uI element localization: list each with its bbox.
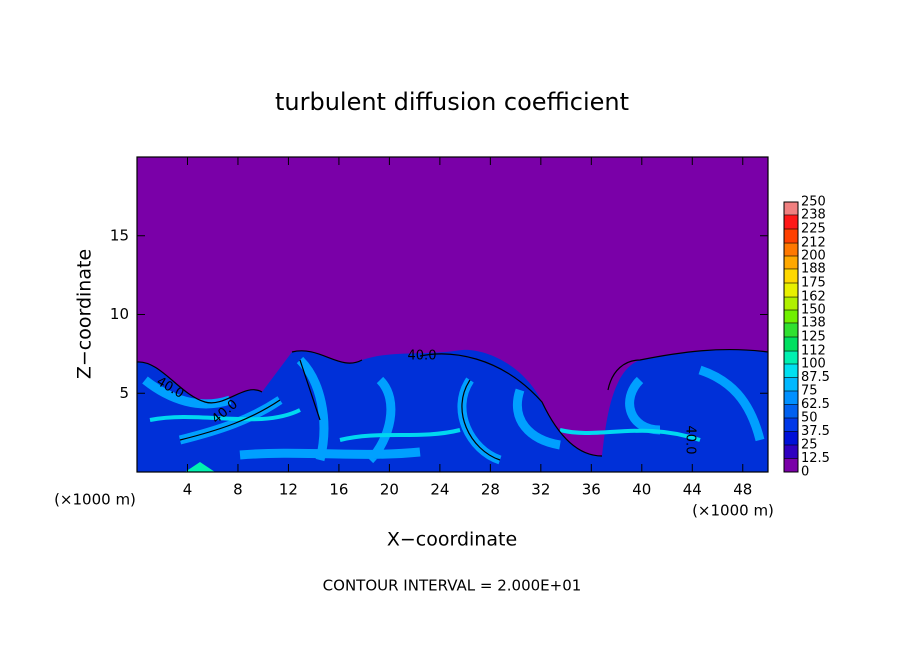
x-tick-label: 24 bbox=[430, 481, 449, 499]
colorbar-tick-label: 125 bbox=[801, 330, 826, 345]
colorbar-tick-label: 225 bbox=[801, 222, 826, 237]
colorbar-bin bbox=[784, 377, 798, 391]
chart-title: turbulent diffusion coefficient bbox=[275, 88, 629, 116]
field-swirl bbox=[149, 408, 701, 442]
colorbar-bin bbox=[784, 322, 798, 337]
colorbar-bin bbox=[784, 256, 798, 269]
x-tick-label: 40 bbox=[632, 481, 651, 499]
contour-label: 40.0 bbox=[683, 426, 698, 455]
colorbar-tick-label: 212 bbox=[801, 236, 826, 251]
x-tick-label: 28 bbox=[481, 481, 500, 499]
colorbar-tick-label: 200 bbox=[801, 249, 826, 264]
x-tick-label: 44 bbox=[683, 481, 702, 499]
y-unit: (×1000 m) bbox=[54, 491, 136, 509]
contour-line bbox=[136, 348, 769, 461]
colorbar-tick-label: 50 bbox=[801, 411, 818, 426]
colorbar-tick-label: 75 bbox=[801, 384, 818, 399]
colorbar-tick-label: 12.5 bbox=[801, 451, 830, 466]
colorbar-bin bbox=[784, 202, 798, 215]
y-tick-label: 5 bbox=[119, 384, 129, 402]
annotation: CONTOUR INTERVAL = 2.000E+01 bbox=[323, 577, 582, 595]
colorbar-tick-label: 175 bbox=[801, 276, 826, 291]
colorbar-tick-label: 62.5 bbox=[801, 397, 830, 412]
colorbar-bin bbox=[784, 297, 798, 310]
x-tick-label: 32 bbox=[531, 481, 550, 499]
colorbar-tick-label: 150 bbox=[801, 303, 826, 318]
colorbar-tick-label: 250 bbox=[801, 195, 826, 210]
colorbar-bin bbox=[784, 214, 798, 229]
field bbox=[136, 157, 769, 472]
x-axis-label: X−coordinate bbox=[387, 529, 517, 551]
colorbar-tick-label: 87.5 bbox=[801, 370, 830, 385]
colorbar-bin bbox=[784, 418, 798, 432]
y-tick-label: 10 bbox=[110, 305, 129, 323]
colorbar-bin bbox=[784, 310, 798, 323]
colorbar-bin bbox=[784, 351, 798, 364]
colorbar-tick-label: 138 bbox=[801, 315, 826, 330]
colorbar-bin bbox=[784, 404, 798, 418]
colorbar-tick-label: 37.5 bbox=[801, 424, 830, 439]
colorbar-bin bbox=[784, 364, 798, 378]
x-tick-label: 20 bbox=[380, 481, 399, 499]
colorbar-tick-label: 0 bbox=[801, 465, 809, 480]
colorbar-bin bbox=[784, 391, 798, 405]
field-patch bbox=[185, 462, 215, 472]
colorbar-bin bbox=[784, 229, 798, 244]
colorbar-tick-label: 238 bbox=[801, 207, 826, 222]
colorbar-tick-label: 100 bbox=[801, 357, 826, 372]
colorbar-bin bbox=[784, 283, 798, 298]
x-unit: (×1000 m) bbox=[692, 502, 774, 520]
x-tick-label: 36 bbox=[582, 481, 601, 499]
colorbar-bin bbox=[784, 445, 798, 459]
colorbar-tick-label: 188 bbox=[801, 261, 826, 276]
colorbar-bin bbox=[784, 243, 798, 256]
y-axis-label: Z−coordinate bbox=[74, 249, 96, 379]
colorbar-tick-label: 112 bbox=[801, 344, 826, 359]
contour-label: 40.0 bbox=[408, 349, 437, 364]
x-tick-label: 16 bbox=[329, 481, 348, 499]
x-tick-label: 12 bbox=[279, 481, 298, 499]
y-tick-label: 15 bbox=[110, 226, 129, 244]
x-tick-label: 4 bbox=[183, 481, 193, 499]
colorbar-tick-label: 162 bbox=[801, 290, 826, 305]
colorbar-bin bbox=[784, 458, 798, 472]
colorbar-bin bbox=[784, 337, 798, 352]
colorbar-tick-label: 25 bbox=[801, 438, 818, 453]
colorbar-bin bbox=[784, 431, 798, 445]
x-tick-label: 48 bbox=[733, 481, 752, 499]
x-tick-label: 8 bbox=[233, 481, 243, 499]
field-region bbox=[137, 349, 768, 472]
colorbar-bin bbox=[784, 268, 798, 283]
